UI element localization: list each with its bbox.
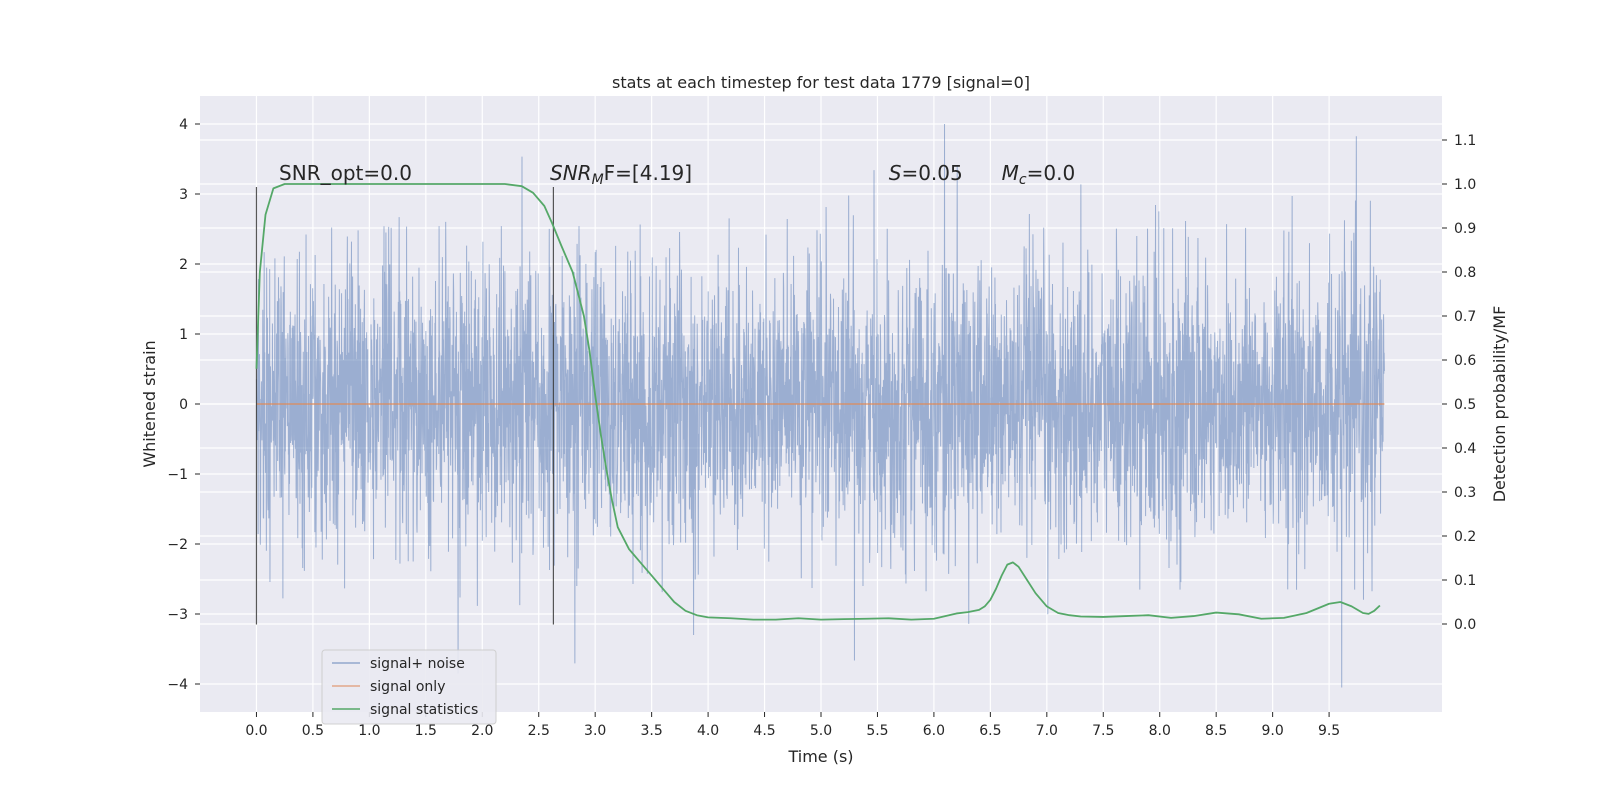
y-right-tick-label-2: 0.2 <box>1454 529 1476 545</box>
x-tick-label-18: 9.0 <box>1262 723 1284 739</box>
x-tick-label-8: 4.0 <box>697 723 719 739</box>
x-tick-label-12: 6.0 <box>923 723 945 739</box>
x-tick-label-0: 0.0 <box>245 723 267 739</box>
y-tick-label-8: 4 <box>179 117 188 133</box>
x-tick-label-10: 5.0 <box>810 723 832 739</box>
y-right-tick-label-0: 0.0 <box>1454 617 1476 633</box>
x-tick-label-4: 2.0 <box>471 723 493 739</box>
y-right-tick-label-11: 1.1 <box>1454 133 1476 149</box>
y-right-tick-label-1: 0.1 <box>1454 573 1476 589</box>
y-right-tick-label-6: 0.6 <box>1454 353 1476 369</box>
legend-box <box>321 649 497 725</box>
x-tick-label-14: 7.0 <box>1036 723 1058 739</box>
y-axis-right-label: Detection probability/MF <box>1490 306 1509 503</box>
x-tick-label-6: 3.0 <box>584 723 606 739</box>
annotation-3: Mc=0.0 <box>1002 161 1076 188</box>
x-axis-label: Time (s) <box>787 747 853 766</box>
x-tick-label-19: 9.5 <box>1318 723 1340 739</box>
y-tick-label-2: −2 <box>167 537 188 553</box>
legend-label-signal-noise: signal+ noise <box>370 656 465 672</box>
y-axis-left: −4 −3 −2 −1 0 1 2 3 4 <box>167 117 200 693</box>
x-tick-label-9: 4.5 <box>753 723 775 739</box>
x-tick-label-11: 5.5 <box>866 723 888 739</box>
y-tick-label-3: −1 <box>167 467 188 483</box>
y-tick-label-7: 3 <box>179 187 188 203</box>
x-tick-label-13: 6.5 <box>979 723 1001 739</box>
y-tick-label-5: 1 <box>179 327 188 343</box>
x-tick-label-15: 7.5 <box>1092 723 1114 739</box>
x-tick-label-5: 2.5 <box>528 723 550 739</box>
series-signal-noise <box>255 123 1385 688</box>
x-tick-label-3: 1.5 <box>415 723 437 739</box>
x-axis: 0.0 0.5 1.0 1.5 2.0 2.5 3.0 3.5 4.0 4.5 5.0 5.5 6.0 6… <box>245 712 1340 739</box>
annotation-1: SNRMF=[4.19] <box>550 161 692 188</box>
y-right-tick-label-10: 1.0 <box>1454 177 1476 193</box>
x-tick-label-16: 8.0 <box>1149 723 1171 739</box>
x-tick-label-17: 8.5 <box>1205 723 1227 739</box>
legend: signal+ noise signal only signal statist… <box>321 649 497 725</box>
y-right-tick-label-4: 0.4 <box>1454 441 1476 457</box>
y-right-tick-label-3: 0.3 <box>1454 485 1476 501</box>
y-axis-label: Whitened strain <box>140 340 159 467</box>
x-tick-label-7: 3.5 <box>641 723 663 739</box>
y-right-tick-label-9: 0.9 <box>1454 221 1476 237</box>
x-tick-label-2: 1.0 <box>358 723 380 739</box>
series-signal-statistics <box>255 183 1381 621</box>
y-tick-label-0: −4 <box>167 677 188 693</box>
y-right-tick-label-7: 0.7 <box>1454 309 1476 325</box>
chart-title: stats at each timestep for test data 177… <box>612 73 1030 92</box>
y-axis-right: 0.0 0.1 0.2 0.3 0.4 0.5 0.6 0.7 0.8 0.9 1.0 1.1 <box>1442 133 1476 633</box>
annotations: SNR_opt=0.0 SNRMF=[4.19] S=0.05 Mc=0.0 <box>279 161 1075 188</box>
y-right-tick-label-5: 0.5 <box>1454 397 1476 413</box>
annotation-2: S=0.05 <box>889 161 963 185</box>
noise-series-layer <box>255 123 1385 688</box>
x-tick-label-1: 0.5 <box>302 723 324 739</box>
line-series-layer <box>255 183 1385 625</box>
y-right-tick-label-8: 0.8 <box>1454 265 1476 281</box>
y-tick-label-1: −3 <box>167 607 188 623</box>
legend-label-signal-statistics: signal statistics <box>370 702 478 718</box>
legend-label-signal-only: signal only <box>370 679 445 695</box>
annotation-0: SNR_opt=0.0 <box>279 161 412 185</box>
y-tick-label-4: 0 <box>179 397 188 413</box>
y-tick-label-6: 2 <box>179 257 188 273</box>
